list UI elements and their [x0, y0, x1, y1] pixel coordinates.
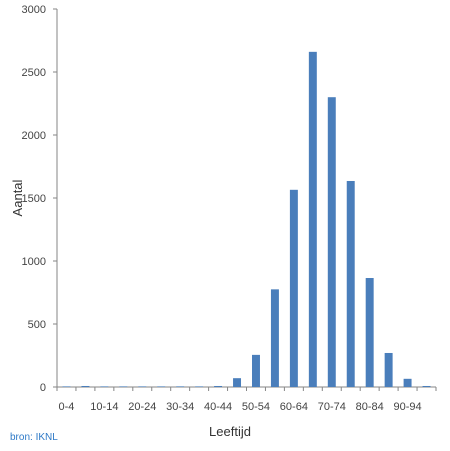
bar-95+	[422, 385, 431, 387]
x-axis-title: Leeftijd	[209, 424, 251, 439]
y-axis-title: Aantal	[10, 179, 25, 216]
bar-25-29	[157, 386, 166, 387]
bar-85-89	[384, 352, 393, 387]
x-axis: 0-4 10-14 20-24 30-34 40-44 50-54 60-64 70-74 80…	[56, 386, 437, 413]
bar-60-64	[289, 189, 298, 387]
x-tick-label: 20-24	[128, 401, 156, 413]
bar-70-74	[327, 97, 336, 387]
x-tick-label: 80-84	[356, 401, 384, 413]
y-tick-label: 2500	[22, 67, 46, 79]
x-tick-label: 10-14	[90, 401, 118, 413]
bar-15-19	[119, 386, 128, 387]
bar-0-4	[62, 386, 71, 387]
bar-55-59	[270, 289, 279, 387]
x-tick-label: 70-74	[318, 401, 346, 413]
bar-80-84	[365, 278, 374, 387]
x-tick-label: 40-44	[204, 401, 232, 413]
bar-5-9	[81, 385, 90, 387]
bar-30-34	[176, 386, 185, 387]
y-axis: 0 500 1000 1500 2000 2500 3000	[22, 4, 58, 394]
source-note: bron: IKNL	[10, 432, 58, 443]
x-tick-label: 30-34	[166, 401, 194, 413]
y-tick-label: 2000	[22, 130, 46, 142]
bar-65-69	[308, 51, 317, 388]
y-tick-label: 1500	[22, 193, 46, 205]
bar-45-49	[233, 378, 242, 387]
y-tick-label: 3000	[22, 4, 46, 16]
x-tick-label: 90-94	[394, 401, 422, 413]
bar-75-79	[346, 180, 355, 387]
bar-90-94	[403, 378, 412, 387]
bar-35-39	[195, 386, 204, 387]
x-tick-label: 50-54	[242, 401, 270, 413]
bar-50-54	[252, 354, 260, 387]
bar-20-24	[138, 386, 147, 387]
bar-40-44	[214, 385, 223, 387]
bars	[62, 51, 431, 388]
y-tick-label: 500	[28, 319, 46, 331]
y-tick-label: 0	[40, 382, 46, 394]
y-tick-label: 1000	[22, 256, 46, 268]
x-tick-label: 0-4	[59, 401, 75, 413]
x-tick-label: 60-64	[280, 401, 308, 413]
bar-10-14	[100, 386, 109, 387]
